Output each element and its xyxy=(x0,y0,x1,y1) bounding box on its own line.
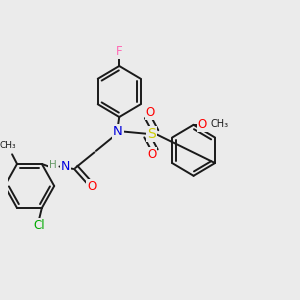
Text: O: O xyxy=(146,106,155,119)
Text: CH₃: CH₃ xyxy=(210,119,228,129)
Text: O: O xyxy=(198,118,207,131)
Text: O: O xyxy=(147,148,157,161)
Text: CH₃: CH₃ xyxy=(0,141,16,150)
Text: N: N xyxy=(113,125,123,138)
Text: O: O xyxy=(87,180,96,194)
Text: F: F xyxy=(116,45,122,58)
Text: S: S xyxy=(147,127,156,141)
Text: H: H xyxy=(49,160,57,170)
Text: N: N xyxy=(61,160,70,173)
Text: Cl: Cl xyxy=(33,219,45,232)
